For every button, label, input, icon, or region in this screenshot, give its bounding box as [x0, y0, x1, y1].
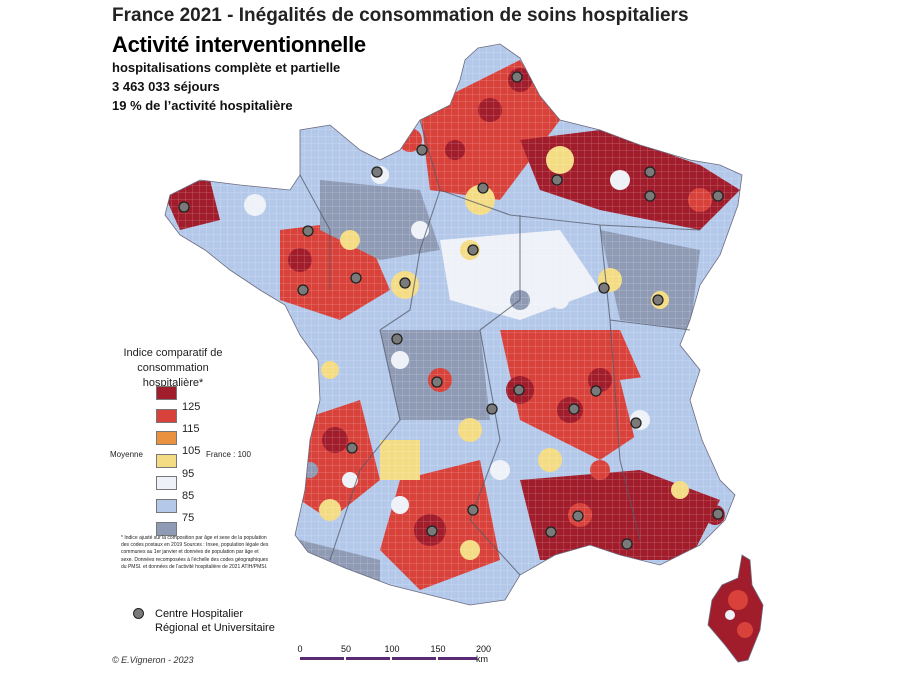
chu-marker	[467, 504, 479, 516]
chu-marker	[630, 417, 642, 429]
scope-line: hospitalisations complète et partielle	[112, 60, 341, 75]
scale-tick-0: 0	[297, 644, 303, 654]
chu-marker	[346, 442, 358, 454]
chu-marker	[644, 166, 656, 178]
map-subtitle: Activité interventionnelle	[112, 32, 366, 57]
chu-marker	[399, 277, 411, 289]
footnote: * Indice ajusté sur la composition par â…	[121, 535, 269, 570]
chu-marker	[297, 284, 309, 296]
france-outline	[164, 43, 743, 606]
chu-marker	[467, 244, 479, 256]
chu-marker	[572, 510, 584, 522]
legend-tick-115: 115	[182, 423, 200, 435]
chu-marker	[178, 201, 190, 213]
legend-swatch-average	[156, 476, 177, 491]
chu-marker	[568, 403, 580, 415]
chu-marker	[302, 225, 314, 237]
legend-tick-95: 95	[182, 468, 195, 480]
chu-marker	[371, 166, 383, 178]
chu-marker	[391, 333, 403, 345]
scale-tick-50: 50	[340, 644, 352, 654]
legend-swatch-above	[156, 431, 177, 446]
chu-marker	[551, 174, 563, 186]
map-title: France 2021 - Inégalités de consommation…	[112, 5, 689, 26]
chu-marker	[712, 190, 724, 202]
legend-swatch-slightly-above	[156, 453, 177, 468]
legend-average-label: Moyenne	[110, 450, 143, 459]
chu-marker	[712, 508, 724, 520]
legend-tick-105: 105	[182, 445, 201, 457]
legend: Indice comparatif de consommation hospit…	[110, 346, 260, 536]
scale-tick-100: 100	[384, 644, 400, 654]
legend-swatch-below	[156, 498, 177, 513]
activity-share: 19 % de l’activité hospitalière	[112, 98, 293, 113]
legend-swatches	[156, 386, 177, 544]
legend-swatch-very-high	[156, 386, 177, 400]
mainland-france	[165, 44, 742, 605]
map-header: France 2021 - Inégalités de consommation…	[112, 4, 732, 115]
scale-tick-150: 150	[430, 644, 446, 654]
scale-tick-200km: 200 km	[476, 644, 492, 664]
corsica-outline	[707, 554, 764, 663]
legend-swatch-very-low	[156, 521, 177, 536]
stays-count: 3 463 033 séjours	[112, 79, 220, 94]
chu-marker	[621, 538, 633, 550]
chu-markers	[178, 71, 724, 550]
chu-marker	[545, 526, 557, 538]
chu-marker	[416, 144, 428, 156]
legend-title: Indice comparatif de consommation hospit…	[123, 347, 223, 389]
chu-marker	[426, 525, 438, 537]
chu-legend-label: Centre Hospitalier Régional et Universit…	[155, 607, 275, 635]
region-boundaries	[299, 119, 701, 576]
chu-marker	[486, 403, 498, 415]
chu-marker	[477, 182, 489, 194]
chu-marker	[644, 190, 656, 202]
chu-marker	[652, 294, 664, 306]
chu-legend-line1: Centre Hospitalier	[155, 608, 244, 620]
legend-reference-label: France : 100	[206, 450, 251, 459]
chu-marker	[350, 272, 362, 284]
chu-legend-marker	[133, 608, 144, 619]
legend-tick-85: 85	[182, 490, 195, 502]
scale-line	[300, 657, 477, 660]
chu-marker	[511, 71, 523, 83]
chu-marker	[590, 385, 602, 397]
legend-tick-125: 125	[182, 401, 201, 413]
credit: © E.Vigneron - 2023	[112, 655, 194, 665]
legend-swatch-high	[156, 408, 177, 423]
chu-legend-line2: Régional et Universitaire	[155, 622, 275, 634]
chu-marker	[598, 282, 610, 294]
chu-marker	[513, 384, 525, 396]
legend-tick-75: 75	[182, 512, 195, 524]
chu-marker	[431, 376, 443, 388]
